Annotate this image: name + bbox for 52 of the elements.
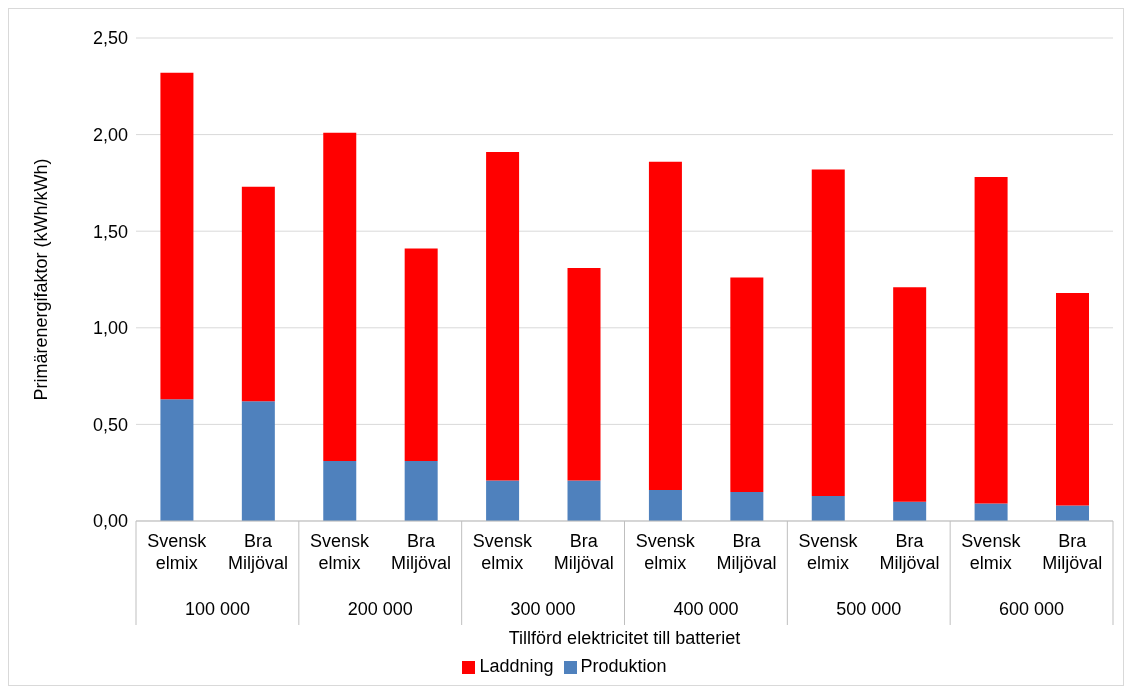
bar	[404, 461, 438, 521]
bar	[323, 461, 357, 521]
y-tick-label: 0,50	[92, 414, 128, 435]
y-tick-label: 2,50	[92, 28, 128, 49]
x-tick-label: Bra Miljöval	[390, 531, 451, 573]
x-tick-label: Bra Miljöval	[228, 531, 289, 573]
x-tick-label: Svensk elmix	[635, 531, 696, 573]
bar	[323, 132, 357, 462]
bar	[404, 248, 438, 462]
bar	[241, 401, 275, 521]
text: 400 000	[673, 599, 739, 619]
x-tick-label: Bra Miljöval	[553, 531, 614, 573]
bar	[811, 495, 845, 521]
x-tick-label: Bra Miljöval	[1042, 531, 1103, 573]
bar	[486, 480, 520, 521]
text: 100 000	[184, 599, 250, 619]
bar	[160, 399, 194, 521]
x-tick-label: Svensk elmix	[310, 531, 371, 573]
y-tick-label: 0,00	[92, 511, 128, 532]
bar	[486, 151, 520, 481]
bar	[567, 267, 601, 481]
bar	[974, 503, 1008, 521]
y-axis-title: Primärenergifaktor (kWh/kWh)	[31, 158, 52, 401]
text: 200 000	[347, 599, 413, 619]
text: 600 000	[999, 599, 1065, 619]
text: 300 000	[510, 599, 576, 619]
y-tick-label: 1,00	[92, 318, 128, 339]
bar	[730, 492, 764, 521]
y-tick-label: 2,00	[92, 124, 128, 145]
bar	[648, 490, 682, 521]
legend-label: Produktion	[580, 656, 667, 676]
x-tick-label: Svensk elmix	[147, 531, 208, 573]
text: 500 000	[836, 599, 902, 619]
bar	[730, 277, 764, 493]
x-tick-label: Bra Miljöval	[716, 531, 777, 573]
x-axis-title: Tillförd elektricitet till batteriet	[508, 628, 741, 648]
bar	[241, 186, 275, 402]
bar	[893, 287, 927, 502]
legend-label: Laddning	[479, 656, 554, 676]
x-tick-label: Svensk elmix	[961, 531, 1022, 573]
bar	[1056, 293, 1090, 506]
y-tick-label: 1,50	[92, 221, 128, 242]
bar	[893, 501, 927, 521]
bar	[1056, 505, 1090, 521]
bar	[974, 177, 1008, 504]
bar	[567, 480, 601, 521]
x-tick-label: Bra Miljöval	[879, 531, 940, 573]
bar	[811, 169, 845, 496]
x-tick-label: Svensk elmix	[798, 531, 859, 573]
bar	[160, 72, 194, 400]
bar	[648, 161, 682, 491]
x-tick-label: Svensk elmix	[472, 531, 533, 573]
